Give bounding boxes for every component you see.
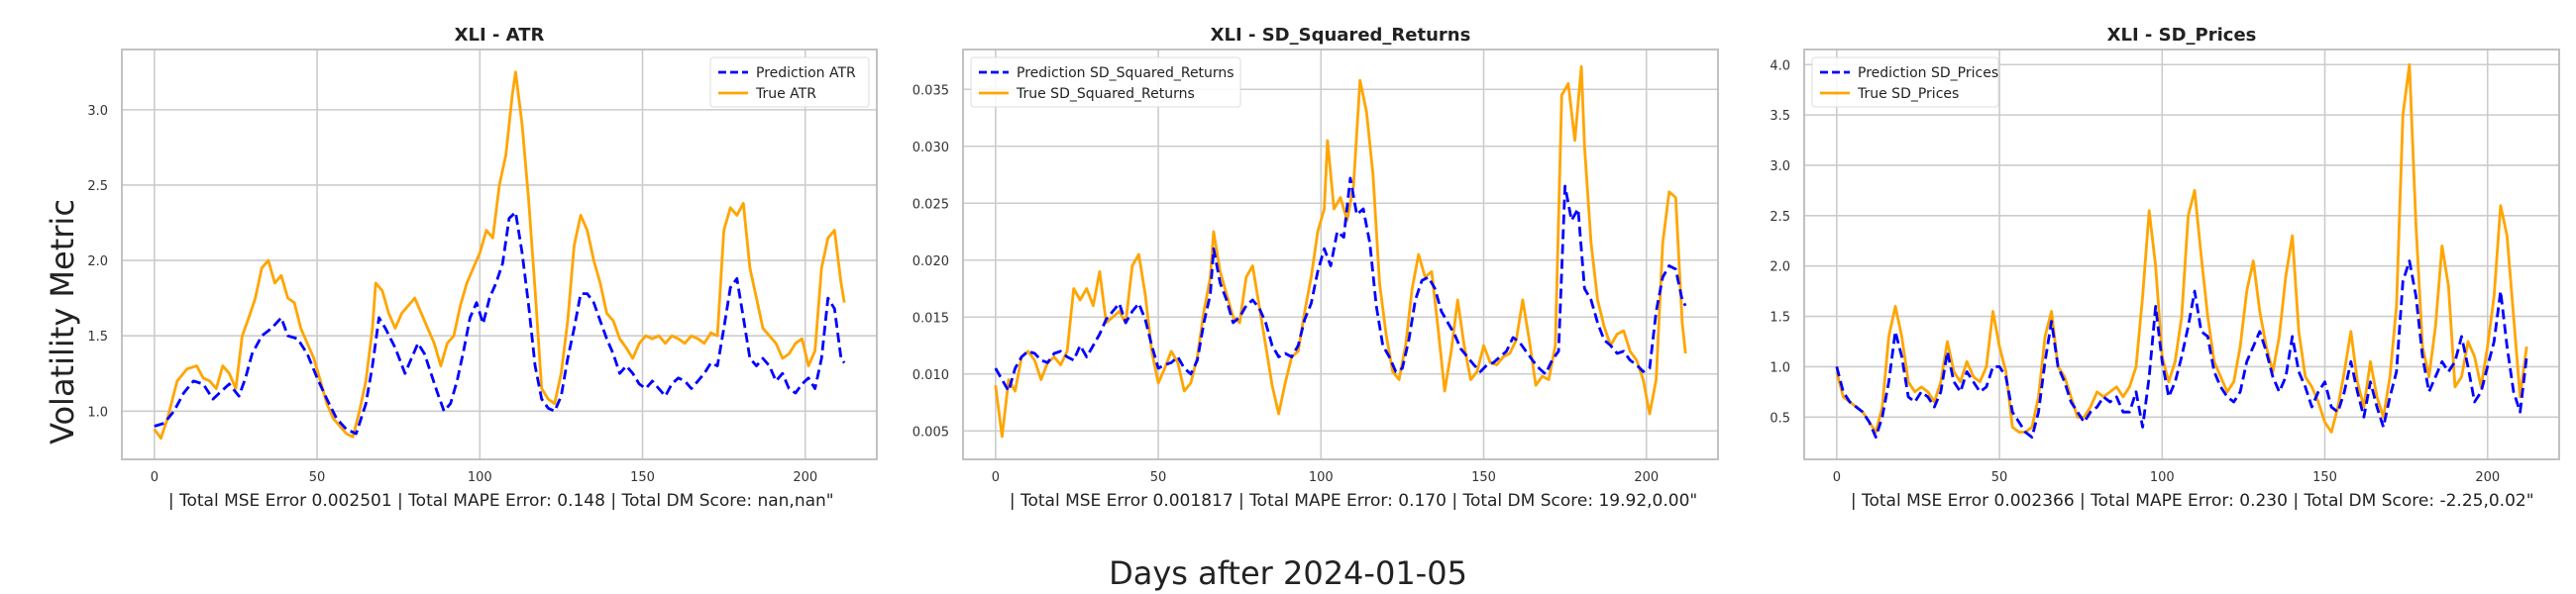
x-tick-label: 50 bbox=[1150, 470, 1167, 485]
y-axis-label: Volatility Metric bbox=[44, 199, 81, 445]
y-tick-label: 0.020 bbox=[912, 254, 949, 269]
legend-box bbox=[1811, 56, 1999, 108]
y-tick-label: 2.5 bbox=[1770, 210, 1790, 225]
legend-label: True SD_Squared_Returns bbox=[1016, 86, 1195, 102]
y-tick-label: 1.0 bbox=[87, 405, 108, 420]
prediction-series-line bbox=[154, 211, 846, 436]
x-tick-label: 0 bbox=[992, 470, 1000, 485]
y-tick-label: 0.015 bbox=[912, 311, 949, 326]
error-stats-text: | Total MSE Error 0.002501 | Total MAPE … bbox=[168, 491, 834, 511]
legend-box bbox=[970, 56, 1241, 108]
x-tick-label: 200 bbox=[793, 470, 817, 485]
x-tick-label: 150 bbox=[1471, 470, 1496, 485]
x-tick-label: 100 bbox=[2150, 470, 2175, 485]
true-series-line bbox=[153, 70, 846, 441]
chart-panel-3: XLI - SD_Prices 0 50 100 150 200 0.5 1.0 1.5 2.0 2… bbox=[1770, 25, 2560, 511]
chart-title: XLI - SD_Prices bbox=[2107, 25, 2257, 46]
prediction-series-line bbox=[1835, 259, 2528, 439]
y-tick-label: 0.5 bbox=[1770, 411, 1790, 426]
y-tick-label: 1.5 bbox=[1770, 311, 1790, 326]
chart-title: XLI - ATR bbox=[455, 25, 545, 46]
true-series-line bbox=[994, 64, 1687, 439]
error-stats-text: | Total MSE Error 0.002366 | Total MAPE … bbox=[1851, 491, 2534, 511]
y-tick-label: 3.0 bbox=[1770, 159, 1790, 174]
legend-label: Prediction SD_Squared_Returns bbox=[1017, 65, 1234, 81]
y-tick-label: 0.025 bbox=[912, 197, 949, 212]
y-tick-label: 2.0 bbox=[87, 254, 108, 269]
x-tick-label: 0 bbox=[151, 470, 159, 485]
y-tick-label: 1.5 bbox=[87, 330, 108, 345]
x-tick-label: 0 bbox=[1833, 470, 1841, 485]
chart-panel-2: XLI - SD_Squared_Returns 0 50 100 150 200 0.00… bbox=[912, 25, 1719, 511]
y-tick-label: 0.010 bbox=[912, 368, 949, 383]
x-tick-label: 50 bbox=[1991, 470, 2008, 485]
x-tick-label: 100 bbox=[1309, 470, 1334, 485]
y-tick-label: 4.0 bbox=[1770, 58, 1790, 73]
x-axis-label: Days after 2024-01-05 bbox=[1109, 554, 1467, 592]
y-tick-label: 1.0 bbox=[1770, 360, 1790, 375]
prediction-series-line bbox=[994, 176, 1687, 393]
x-tick-label: 100 bbox=[468, 470, 492, 485]
x-tick-label: 200 bbox=[1634, 470, 1659, 485]
x-tick-label: 50 bbox=[309, 470, 326, 485]
chart-legend: Prediction SD_Prices True SD_Prices bbox=[1811, 56, 1999, 108]
y-tick-label: 2.5 bbox=[87, 179, 108, 194]
plot-frame bbox=[962, 49, 1719, 460]
true-series-line bbox=[1835, 62, 2528, 434]
y-tick-label: 0.005 bbox=[912, 425, 949, 440]
plot-frame bbox=[1803, 49, 2560, 460]
legend-label: True SD_Prices bbox=[1857, 86, 1959, 102]
legend-label: Prediction ATR bbox=[756, 65, 856, 81]
error-stats-text: | Total MSE Error 0.001817 | Total MAPE … bbox=[1010, 491, 1697, 511]
legend-label: Prediction SD_Prices bbox=[1858, 65, 1998, 81]
y-tick-label: 3.5 bbox=[1770, 109, 1790, 124]
legend-label: True ATR bbox=[755, 86, 816, 102]
y-tick-label: 2.0 bbox=[1770, 260, 1790, 275]
chart-legend: Prediction ATR True ATR bbox=[709, 56, 870, 108]
x-tick-label: 150 bbox=[630, 470, 655, 485]
y-tick-label: 0.030 bbox=[912, 141, 949, 155]
y-tick-label: 3.0 bbox=[87, 104, 108, 119]
plot-frame bbox=[121, 49, 878, 460]
legend-box bbox=[709, 56, 870, 108]
x-tick-label: 200 bbox=[2475, 470, 2500, 485]
chart-legend: Prediction SD_Squared_Returns True SD_Squ… bbox=[970, 56, 1241, 108]
y-tick-label: 0.035 bbox=[912, 83, 949, 98]
x-tick-label: 150 bbox=[2312, 470, 2337, 485]
chart-title: XLI - SD_Squared_Returns bbox=[1211, 25, 1471, 46]
chart-panel-1: XLI - ATR 0 50 100 150 200 1.0 1.5 2.0 2.5 3.0 Pred… bbox=[87, 25, 878, 511]
